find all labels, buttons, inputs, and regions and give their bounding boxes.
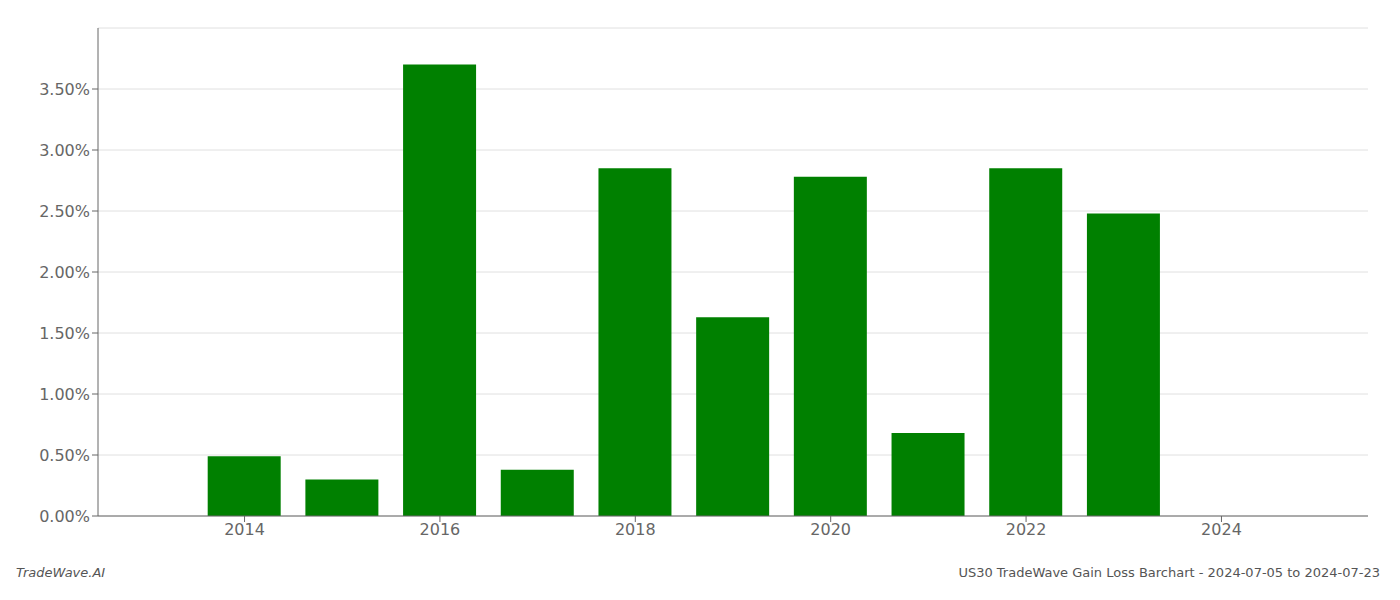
svg-text:2018: 2018: [615, 520, 656, 539]
svg-text:0.00%: 0.00%: [39, 507, 90, 526]
svg-text:2.50%: 2.50%: [39, 202, 90, 221]
svg-text:2024: 2024: [1201, 520, 1242, 539]
svg-text:1.00%: 1.00%: [39, 385, 90, 404]
svg-text:1.50%: 1.50%: [39, 324, 90, 343]
svg-text:2022: 2022: [1006, 520, 1047, 539]
html-text:US30 TradeWave Gain Loss Barch: US30 TradeWave Gain Loss Barchart - 2024…: [958, 565, 1380, 580]
svg-text:3.50%: 3.50%: [39, 80, 90, 99]
html-text:TradeWave.AI: TradeWave.AI: [16, 565, 106, 580]
svg-text:2016: 2016: [420, 520, 461, 539]
svg-text:2014: 2014: [224, 520, 265, 539]
svg-text:3.00%: 3.00%: [39, 141, 90, 160]
svg-text:0.50%: 0.50%: [39, 446, 90, 465]
svg-text:2020: 2020: [810, 520, 851, 539]
svg-text:2.00%: 2.00%: [39, 263, 90, 282]
